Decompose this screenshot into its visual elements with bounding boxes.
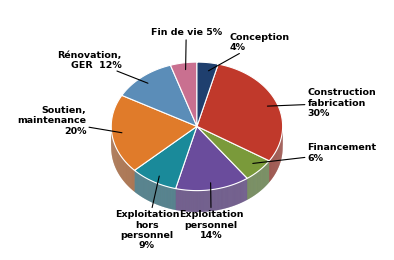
Polygon shape <box>176 126 247 191</box>
Text: Construction
fabrication
30%: Construction fabrication 30% <box>268 88 376 118</box>
Text: Fin de vie 5%: Fin de vie 5% <box>151 28 222 70</box>
Polygon shape <box>122 65 197 126</box>
Polygon shape <box>197 126 269 178</box>
Polygon shape <box>270 159 271 181</box>
Polygon shape <box>171 62 197 126</box>
Text: Financement
6%: Financement 6% <box>253 144 377 164</box>
Text: Conception
4%: Conception 4% <box>208 33 289 71</box>
Polygon shape <box>197 64 282 161</box>
Polygon shape <box>269 160 270 182</box>
Polygon shape <box>111 95 197 170</box>
Text: Exploitation
hors
personnel
9%: Exploitation hors personnel 9% <box>115 176 179 250</box>
Polygon shape <box>271 158 272 180</box>
Text: Rénovation,
GER  12%: Rénovation, GER 12% <box>58 51 148 83</box>
Text: Soutien,
maintenance
20%: Soutien, maintenance 20% <box>17 106 122 136</box>
Polygon shape <box>197 62 218 126</box>
Text: Exploitation
personnel
14%: Exploitation personnel 14% <box>179 183 243 240</box>
Polygon shape <box>134 126 197 188</box>
